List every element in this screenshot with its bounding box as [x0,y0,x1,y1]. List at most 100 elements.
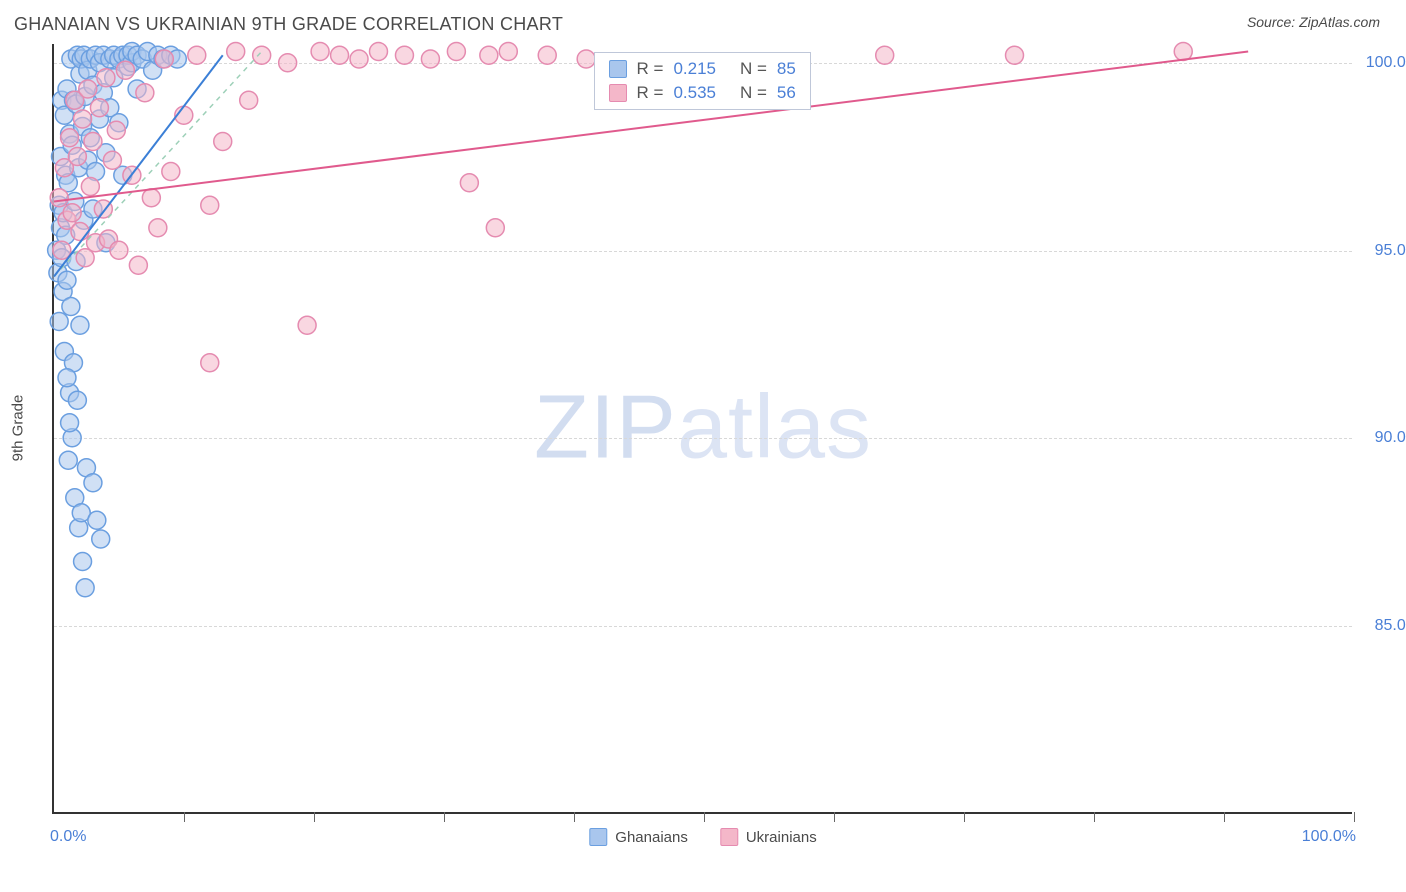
y-axis-label: 9th Grade [10,395,27,462]
data-point [61,414,79,432]
data-point [350,50,368,68]
data-point [59,451,77,469]
data-point [68,148,86,166]
scatter-plot [54,44,1352,813]
data-point [84,474,102,492]
legend-label: Ghanaians [615,829,688,846]
stat-n-label: N = [740,59,767,79]
data-point [74,110,92,128]
data-point [395,46,413,64]
stat-r-value: 0.215 [673,59,716,79]
x-axis-min-label: 0.0% [50,828,86,846]
data-point [103,151,121,169]
x-tick [574,812,575,822]
x-tick [1354,812,1355,822]
stat-n-value: 85 [777,59,796,79]
data-point [460,174,478,192]
chart-title: GHANAIAN VS UKRAINIAN 9TH GRADE CORRELAT… [14,14,563,35]
x-tick [964,812,965,822]
x-tick [1094,812,1095,822]
data-point [61,129,79,147]
data-point [84,133,102,151]
data-point [149,219,167,237]
chart-source: Source: ZipAtlas.com [1247,14,1380,30]
chart-area: 9th Grade ZIPatlas 100.0%95.0%90.0%85.0%… [52,44,1352,814]
data-point [76,579,94,597]
data-point [214,133,232,151]
data-point [68,391,86,409]
data-point [58,271,76,289]
x-tick [314,812,315,822]
data-point [62,298,80,316]
data-point [876,46,894,64]
data-point [79,80,97,98]
data-point [74,553,92,571]
legend-swatch [720,828,738,846]
series-swatch [609,84,627,102]
legend-item: Ukrainians [720,828,817,846]
stats-legend-box: R = 0.215 N = 85 R = 0.535 N = 56 [594,52,811,110]
data-point [155,50,173,68]
legend-item: Ghanaians [589,828,688,846]
source-name: ZipAtlas.com [1299,14,1380,30]
data-point [58,369,76,387]
data-point [90,99,108,117]
data-point [88,511,106,529]
x-axis-max-label: 100.0% [1302,828,1356,846]
data-point [279,54,297,72]
data-point [253,46,271,64]
y-tick-label: 85.0% [1360,617,1406,635]
y-tick-label: 90.0% [1360,429,1406,447]
data-point [227,43,245,61]
data-point [240,91,258,109]
data-point [71,316,89,334]
data-point [129,256,147,274]
data-point [1006,46,1024,64]
data-point [92,530,110,548]
chart-header: GHANAIAN VS UKRAINIAN 9TH GRADE CORRELAT… [0,0,1406,41]
stats-row: R = 0.215 N = 85 [595,57,810,81]
y-tick-label: 100.0% [1360,54,1406,72]
data-point [499,43,517,61]
data-point [107,121,125,139]
source-prefix: Source: [1247,14,1299,30]
data-point [311,43,329,61]
data-point [71,223,89,241]
data-point [81,178,99,196]
data-point [421,50,439,68]
data-point [480,46,498,64]
legend-swatch [589,828,607,846]
x-tick [184,812,185,822]
series-swatch [609,60,627,78]
data-point [162,163,180,181]
data-point [447,43,465,61]
stat-r-value: 0.535 [673,83,716,103]
stat-n-label: N = [740,83,767,103]
data-point [370,43,388,61]
x-tick [444,812,445,822]
x-tick [834,812,835,822]
data-point [188,46,206,64]
stat-r-label: R = [637,59,664,79]
y-tick-label: 95.0% [1360,242,1406,260]
stat-r-label: R = [637,83,664,103]
legend-label: Ukrainians [746,829,817,846]
data-point [331,46,349,64]
x-tick [1224,812,1225,822]
data-point [538,46,556,64]
stats-row: R = 0.535 N = 56 [595,81,810,105]
data-point [50,189,68,207]
data-point [136,84,154,102]
data-point [63,204,81,222]
data-point [486,219,504,237]
data-point [298,316,316,334]
data-point [50,313,68,331]
legend: Ghanaians Ukrainians [589,828,816,846]
data-point [110,241,128,259]
data-point [97,69,115,87]
data-point [201,354,219,372]
stat-n-value: 56 [777,83,796,103]
data-point [1174,43,1192,61]
x-tick [704,812,705,822]
data-point [142,189,160,207]
